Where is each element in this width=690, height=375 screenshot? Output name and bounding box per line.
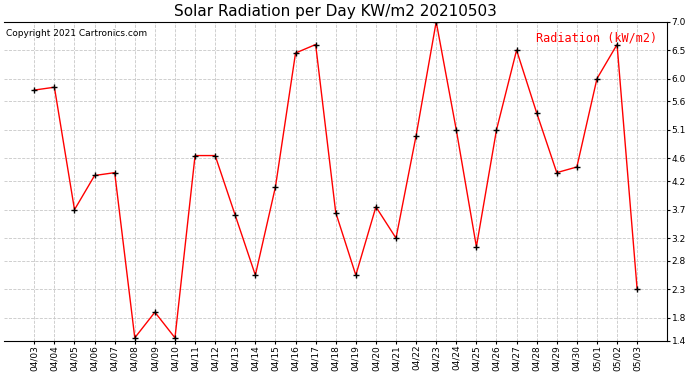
Text: Copyright 2021 Cartronics.com: Copyright 2021 Cartronics.com (6, 29, 147, 38)
Title: Solar Radiation per Day KW/m2 20210503: Solar Radiation per Day KW/m2 20210503 (175, 4, 497, 19)
Text: Radiation (kW/m2): Radiation (kW/m2) (536, 31, 658, 44)
